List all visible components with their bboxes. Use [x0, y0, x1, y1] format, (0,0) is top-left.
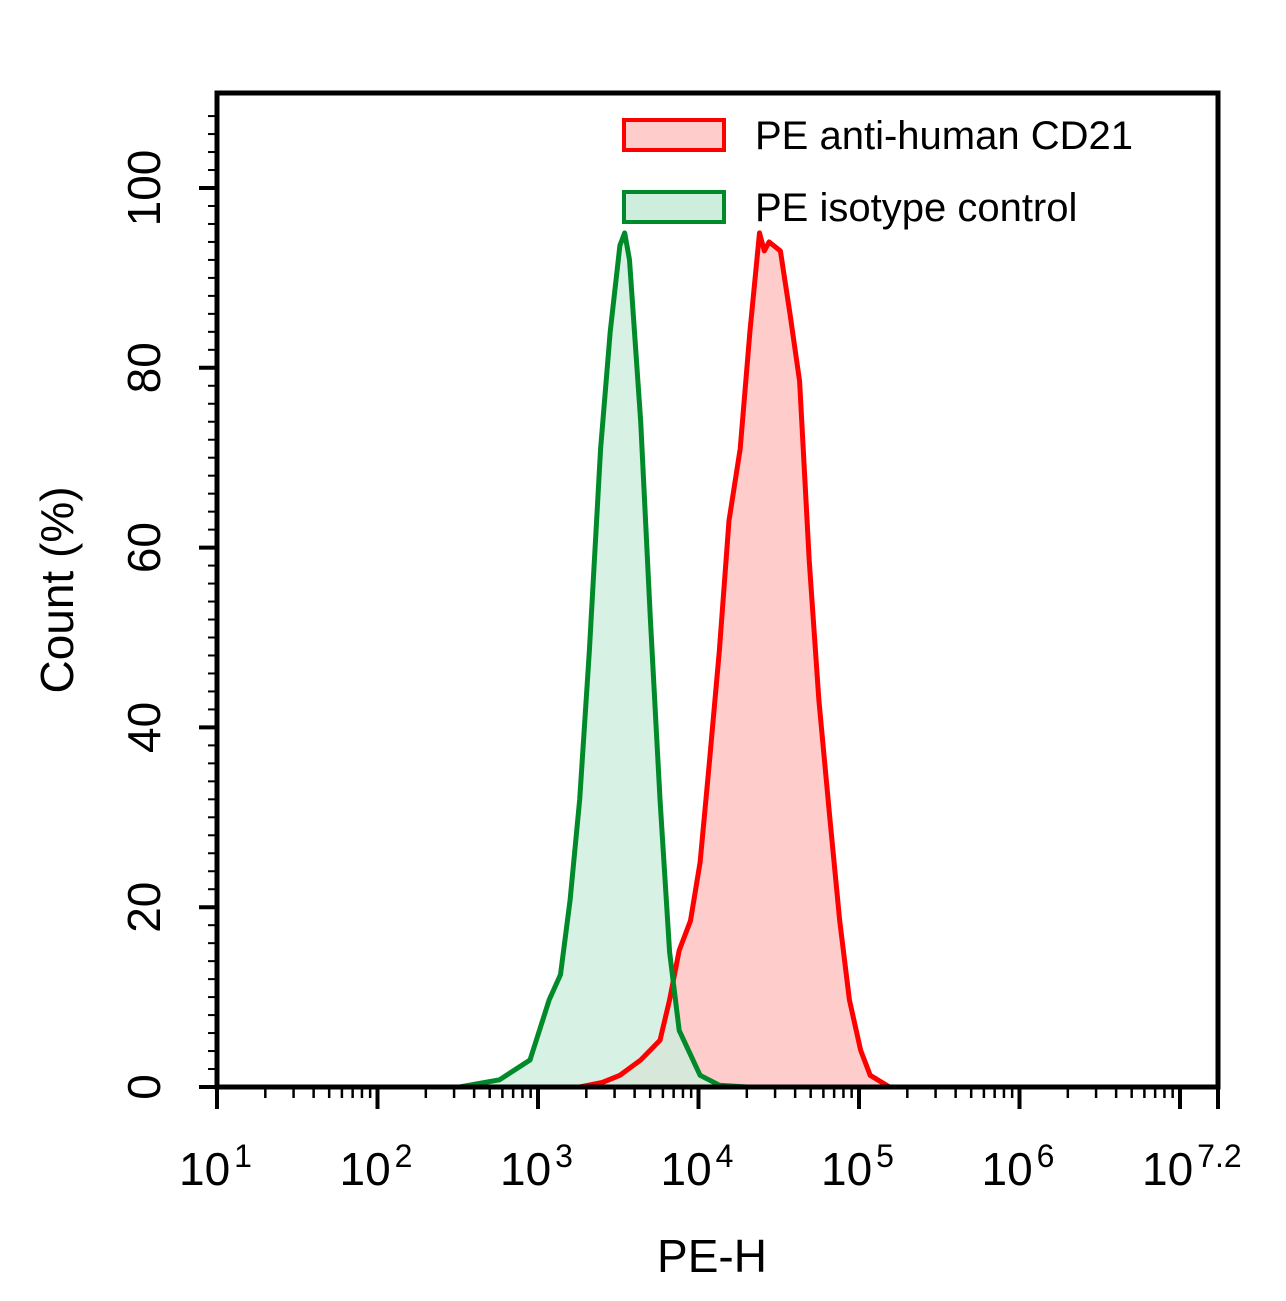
x-tick-label: 10 6	[982, 1138, 1055, 1195]
legend-swatch	[622, 190, 726, 224]
x-tick-label: 10 1	[179, 1138, 252, 1195]
legend: PE anti-human CD21 PE isotype control	[622, 114, 1133, 230]
x-axis-title: PE-H	[657, 1230, 767, 1282]
series-line-0	[579, 230, 891, 1090]
y-tick-label: 60	[118, 522, 170, 573]
x-tick-label: 10 7.2	[1142, 1138, 1242, 1195]
x-tick-label: 10 2	[340, 1138, 413, 1195]
y-tick-label: 0	[118, 1074, 170, 1100]
legend-label: PE anti-human CD21	[755, 114, 1133, 158]
x-tick-label: 10 3	[500, 1138, 573, 1195]
series-layer	[458, 230, 891, 1090]
y-tick-label: 20	[118, 882, 170, 933]
legend-label: PE isotype control	[755, 186, 1077, 230]
series-fill-0	[579, 232, 890, 1087]
series-line-1	[458, 230, 747, 1090]
y-tick-label: 80	[118, 342, 170, 393]
y-axis-title: Count (%)	[31, 486, 83, 693]
y-tick-label: 40	[118, 702, 170, 753]
y-tick-label: 100	[118, 150, 170, 227]
x-tick-label: 10 5	[821, 1138, 894, 1195]
axis-layer: 10 1 10 2 10 3 10 4 10 5 10 6 10 7.2 0 20 40 60 80 100	[118, 115, 1242, 1195]
x-tick-label: 10 4	[661, 1138, 734, 1195]
series-fill-1	[459, 232, 747, 1087]
plot-frame	[214, 90, 1221, 1090]
legend-swatch	[622, 118, 726, 152]
